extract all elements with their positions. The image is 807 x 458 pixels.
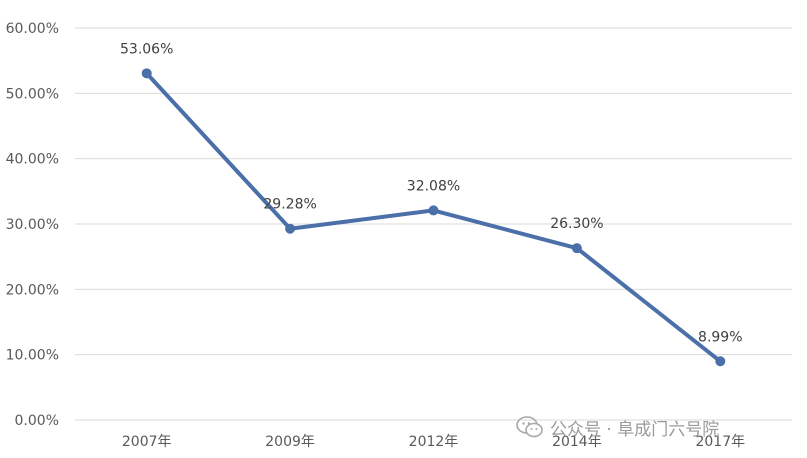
y-axis-tick-labels: 0.00% 10.00% 20.00% 30.00% 40.00% 50.00% 60.00… <box>6 21 59 429</box>
y-tick-label: 20.00% <box>6 282 59 298</box>
x-tick-label: 2012年 <box>409 434 459 450</box>
x-tick-label: 2017年 <box>695 434 745 450</box>
data-label: 53.06% <box>120 41 173 57</box>
data-point <box>285 223 296 234</box>
gridlines <box>75 27 792 421</box>
x-axis-tick-labels: 2007年 2009年 2012年 2014年 2017年 <box>122 434 745 450</box>
x-tick-label: 2014年 <box>552 434 602 450</box>
data-point <box>141 68 152 79</box>
data-labels: 53.06% 29.28% 32.08% 26.30% 8.99% <box>120 41 743 345</box>
series-path <box>144 71 723 364</box>
data-points <box>141 68 726 367</box>
y-tick-label: 60.00% <box>6 21 59 37</box>
data-point <box>428 205 439 216</box>
x-tick-label: 2009年 <box>265 434 315 450</box>
data-point <box>715 356 726 367</box>
wechat-icon <box>516 416 543 438</box>
data-label: 26.30% <box>550 216 603 232</box>
watermark-text: 公众号 · 阜成门六号院 <box>550 419 720 440</box>
watermark: 公众号 · 阜成门六号院 <box>516 412 719 442</box>
data-point <box>571 243 582 254</box>
y-tick-label: 40.00% <box>6 152 59 168</box>
y-tick-label: 30.00% <box>6 217 59 233</box>
y-tick-label: 50.00% <box>6 86 59 102</box>
series-line <box>144 71 723 364</box>
data-label: 8.99% <box>698 329 742 345</box>
data-label: 32.08% <box>407 178 460 194</box>
x-tick-label: 2007年 <box>122 434 172 450</box>
y-tick-label: 10.00% <box>6 348 59 364</box>
y-tick-label: 0.00% <box>15 413 59 429</box>
data-label: 29.28% <box>263 197 316 213</box>
